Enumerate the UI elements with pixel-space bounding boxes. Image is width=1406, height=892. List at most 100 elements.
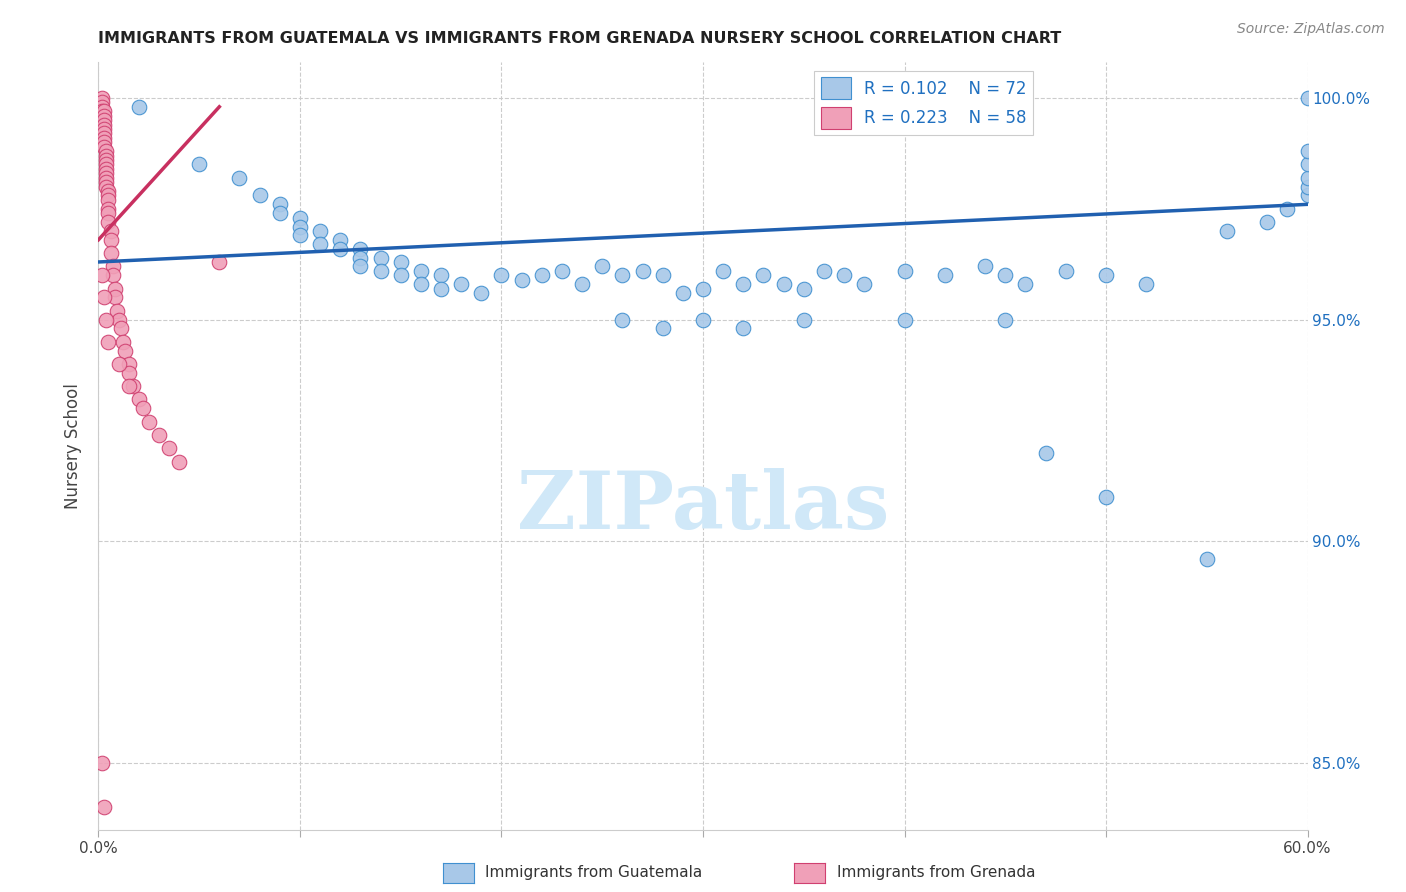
Point: [96, 161, 118, 176]
Point: [93, 135, 115, 149]
Point: [288, 219, 311, 234]
Point: [96, 144, 118, 158]
Point: [93, 113, 115, 128]
Point: [994, 268, 1017, 283]
Point: [91, 756, 114, 770]
Point: [631, 264, 654, 278]
Point: [349, 260, 371, 274]
Point: [994, 312, 1017, 326]
Point: [1035, 445, 1057, 459]
Point: [93, 131, 115, 145]
Text: IMMIGRANTS FROM GUATEMALA VS IMMIGRANTS FROM GRENADA NURSERY SCHOOL CORRELATION : IMMIGRANTS FROM GUATEMALA VS IMMIGRANTS …: [98, 31, 1062, 46]
Point: [96, 175, 118, 189]
Point: [692, 312, 714, 326]
Point: [491, 268, 513, 283]
Point: [101, 260, 124, 274]
Point: [974, 260, 997, 274]
Point: [93, 139, 115, 153]
Point: [551, 264, 574, 278]
Point: [107, 357, 129, 371]
Point: [1296, 144, 1319, 158]
Point: [288, 211, 311, 225]
Text: Immigrants from Guatemala: Immigrants from Guatemala: [485, 865, 703, 880]
Point: [349, 242, 371, 256]
Point: [370, 264, 392, 278]
Point: [450, 277, 472, 292]
Point: [409, 277, 432, 292]
Point: [118, 379, 141, 393]
Point: [93, 800, 115, 814]
Point: [93, 127, 115, 141]
Point: [1195, 552, 1218, 566]
Point: [309, 224, 332, 238]
Point: [1135, 277, 1157, 292]
Point: [121, 379, 143, 393]
Point: [510, 273, 533, 287]
Point: [1256, 215, 1278, 229]
Point: [269, 197, 291, 211]
Point: [114, 343, 136, 358]
Point: [1095, 268, 1118, 283]
Point: [96, 312, 118, 326]
Text: Source: ZipAtlas.com: Source: ZipAtlas.com: [1237, 22, 1385, 37]
Point: [103, 290, 125, 304]
Point: [96, 170, 118, 185]
Point: [612, 312, 634, 326]
Point: [93, 118, 115, 132]
Point: [96, 179, 118, 194]
Point: [167, 454, 190, 468]
Point: [1095, 490, 1118, 504]
Point: [96, 153, 118, 167]
Point: [752, 268, 775, 283]
Point: [370, 251, 392, 265]
Point: [591, 260, 613, 274]
Point: [96, 166, 118, 180]
Point: [832, 268, 855, 283]
Point: [1296, 179, 1319, 194]
Point: [329, 233, 352, 247]
Point: [91, 91, 114, 105]
Point: [269, 206, 291, 220]
Point: [100, 233, 122, 247]
Point: [409, 264, 432, 278]
Point: [893, 312, 915, 326]
Point: [1014, 277, 1036, 292]
Text: Immigrants from Grenada: Immigrants from Grenada: [837, 865, 1035, 880]
Point: [934, 268, 956, 283]
Point: [100, 246, 122, 260]
Point: [97, 206, 120, 220]
Point: [138, 415, 160, 429]
Point: [93, 109, 115, 123]
Point: [97, 188, 120, 202]
Point: [672, 285, 695, 300]
Point: [157, 441, 180, 455]
Point: [93, 104, 115, 119]
Point: [111, 334, 134, 349]
Point: [97, 215, 120, 229]
Point: [128, 100, 150, 114]
Point: [329, 242, 352, 256]
Point: [389, 255, 412, 269]
Point: [793, 312, 815, 326]
Point: [530, 268, 553, 283]
Point: [389, 268, 412, 283]
Point: [612, 268, 634, 283]
Point: [91, 95, 114, 110]
Point: [853, 277, 876, 292]
Point: [97, 334, 120, 349]
Point: [1296, 188, 1319, 202]
Point: [132, 401, 155, 416]
Point: [105, 303, 128, 318]
Point: [349, 251, 371, 265]
Point: [91, 268, 114, 283]
Point: [118, 357, 141, 371]
Point: [1277, 202, 1299, 216]
Point: [470, 285, 492, 300]
Point: [1054, 264, 1077, 278]
Point: [571, 277, 593, 292]
Point: [733, 277, 755, 292]
Point: [772, 277, 794, 292]
Point: [733, 321, 755, 335]
Point: [651, 268, 673, 283]
Point: [128, 392, 150, 407]
